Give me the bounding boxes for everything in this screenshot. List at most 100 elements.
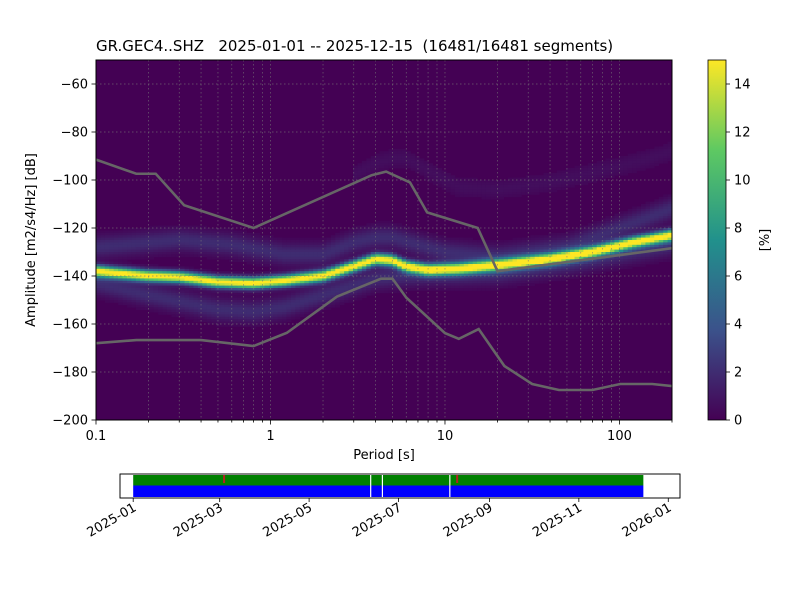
heatmap-cell xyxy=(521,249,527,253)
heatmap-cell xyxy=(255,292,261,296)
heatmap-cell xyxy=(96,295,101,298)
heatmap-cell xyxy=(326,244,332,248)
heatmap-cell xyxy=(339,252,345,255)
heatmap-cell xyxy=(330,259,336,262)
heatmap-cell xyxy=(273,261,279,265)
heatmap-cell xyxy=(370,165,376,169)
heatmap-cell xyxy=(344,252,349,255)
heatmap-cell xyxy=(193,235,199,238)
heatmap-cell xyxy=(273,302,279,306)
heatmap-cell xyxy=(122,256,128,260)
heatmap-cell xyxy=(512,240,518,243)
heatmap-cell xyxy=(432,180,438,183)
heatmap-cell xyxy=(640,165,646,169)
heatmap-cell xyxy=(206,283,212,286)
heatmap-cell xyxy=(645,244,651,248)
heatmap-cell xyxy=(224,240,230,243)
heatmap-cell xyxy=(392,259,398,262)
heatmap-cell xyxy=(96,288,101,291)
heatmap-cell xyxy=(158,309,163,313)
heatmap-cell xyxy=(494,182,500,186)
heatmap-cell xyxy=(366,165,372,169)
heatmap-cell xyxy=(570,276,575,279)
heatmap-cell xyxy=(561,259,567,262)
heatmap-cell xyxy=(122,235,128,238)
heatmap-cell xyxy=(144,244,150,248)
heatmap-cell xyxy=(321,240,327,243)
heatmap-cell xyxy=(352,295,358,298)
heatmap-cell xyxy=(317,276,323,279)
heatmap-cell xyxy=(609,172,615,176)
heatmap-cell xyxy=(565,242,571,246)
heatmap-cell xyxy=(339,237,345,241)
heatmap-cell xyxy=(202,312,208,315)
heatmap-cell xyxy=(282,316,287,320)
heatmap-cell xyxy=(423,254,429,258)
heatmap-cell xyxy=(100,266,106,270)
heatmap-cell xyxy=(472,276,478,279)
heatmap-cell xyxy=(663,206,668,210)
heatmap-cell xyxy=(627,156,633,159)
heatmap-cell xyxy=(352,261,358,265)
heatmap-cell xyxy=(370,259,376,262)
heatmap-cell xyxy=(96,252,101,255)
heatmap-cell xyxy=(211,290,217,294)
heatmap-cell xyxy=(516,264,522,267)
heatmap-cell xyxy=(348,228,354,231)
heatmap-cell xyxy=(618,163,624,166)
heatmap-cell xyxy=(468,237,474,241)
heatmap-cell xyxy=(220,254,225,258)
heatmap-cell xyxy=(472,187,478,190)
heatmap-cell xyxy=(401,266,407,270)
heatmap-cell xyxy=(379,237,385,241)
heatmap-cell xyxy=(197,252,203,255)
heatmap-cell xyxy=(308,292,314,296)
heatmap-cell xyxy=(268,319,274,322)
heatmap-cell xyxy=(605,160,611,164)
heatmap-cell xyxy=(649,153,655,157)
heatmap-cell xyxy=(220,278,225,282)
heatmap-cell xyxy=(228,321,234,325)
heatmap-cell xyxy=(197,230,203,234)
heatmap-cell xyxy=(441,240,447,243)
heatmap-cell xyxy=(370,244,376,248)
heatmap-cell xyxy=(472,273,478,277)
heatmap-cell xyxy=(392,266,398,270)
heatmap-cell xyxy=(627,165,633,169)
heatmap-cell xyxy=(237,237,243,241)
heatmap-cell xyxy=(423,283,429,286)
heatmap-cell xyxy=(242,302,248,306)
heatmap-cell xyxy=(264,259,270,262)
heatmap-cell xyxy=(246,319,252,322)
heatmap-cell xyxy=(308,278,314,282)
heatmap-cell xyxy=(189,240,194,243)
heatmap-cell xyxy=(609,218,615,222)
heatmap-cell xyxy=(255,271,261,274)
heatmap-cell xyxy=(118,232,123,236)
heatmap-cell xyxy=(627,220,633,224)
heatmap-cell xyxy=(570,247,575,250)
heatmap-cell xyxy=(149,288,154,291)
heatmap-cell xyxy=(428,283,434,286)
heatmap-cell xyxy=(530,192,536,195)
heatmap-cell xyxy=(428,254,434,258)
heatmap-cell xyxy=(127,283,132,286)
heatmap-cell xyxy=(539,237,544,241)
heatmap-cell xyxy=(441,261,447,265)
heatmap-cell xyxy=(525,242,531,246)
heatmap-cell xyxy=(202,252,208,255)
heatmap-cell xyxy=(419,242,425,246)
heatmap-cell xyxy=(423,264,429,267)
heatmap-cell xyxy=(423,235,429,238)
heatmap-cell xyxy=(539,256,544,260)
heatmap-cell xyxy=(632,264,637,267)
heatmap-cell xyxy=(618,230,624,234)
heatmap-cell xyxy=(166,285,172,289)
heatmap-cell xyxy=(290,297,296,301)
heatmap-cell xyxy=(534,252,540,255)
heatmap-cell xyxy=(246,300,252,303)
heatmap-cell xyxy=(158,280,163,284)
heatmap-cell xyxy=(446,285,451,289)
heatmap-cell xyxy=(539,280,544,284)
heatmap-cell xyxy=(508,271,513,274)
